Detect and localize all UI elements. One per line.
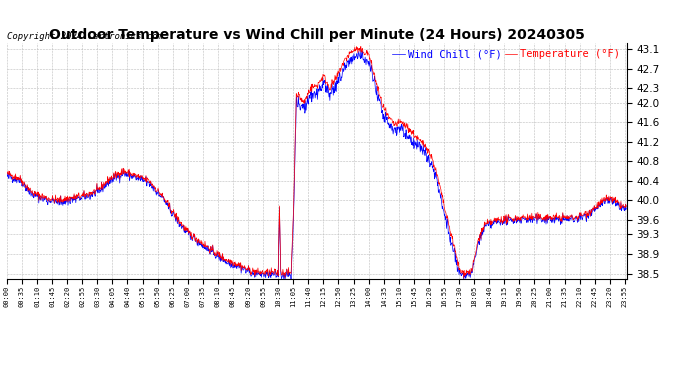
Temperature (°F) <box>622 204 631 208</box>
Wind Chill (°F) <box>126 178 134 183</box>
Wind Chill (°F) <box>550 216 558 220</box>
Wind Chill (°F) <box>357 47 365 51</box>
Temperature (°F) <box>141 177 149 181</box>
Temperature (°F) <box>3 170 11 175</box>
Line: Temperature (°F): Temperature (°F) <box>7 46 627 278</box>
Wind Chill (°F) <box>210 252 218 256</box>
Legend: Wind Chill (°F), Temperature (°F): Wind Chill (°F), Temperature (°F) <box>391 48 621 60</box>
Temperature (°F) <box>126 175 134 180</box>
Wind Chill (°F) <box>622 207 631 212</box>
Temperature (°F) <box>460 276 468 280</box>
Wind Chill (°F) <box>495 220 503 224</box>
Temperature (°F) <box>210 252 218 256</box>
Title: Outdoor Temperature vs Wind Chill per Minute (24 Hours) 20240305: Outdoor Temperature vs Wind Chill per Mi… <box>49 28 584 42</box>
Line: Wind Chill (°F): Wind Chill (°F) <box>7 49 627 283</box>
Text: Copyright 2024 Cartronics.com: Copyright 2024 Cartronics.com <box>7 32 163 41</box>
Temperature (°F) <box>550 213 558 217</box>
Wind Chill (°F) <box>141 178 149 182</box>
Wind Chill (°F) <box>3 173 11 178</box>
Temperature (°F) <box>413 137 422 141</box>
Temperature (°F) <box>357 44 365 49</box>
Wind Chill (°F) <box>287 280 295 285</box>
Wind Chill (°F) <box>414 145 422 149</box>
Temperature (°F) <box>495 217 503 222</box>
